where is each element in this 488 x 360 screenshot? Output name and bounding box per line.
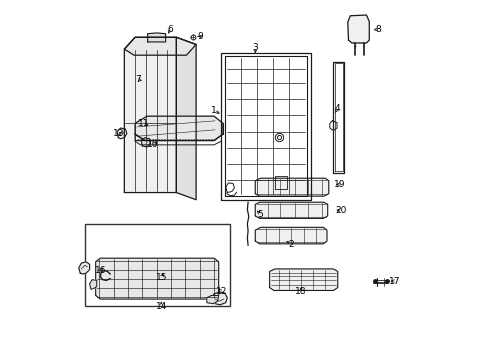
Polygon shape [212, 292, 227, 305]
Polygon shape [255, 202, 327, 219]
Polygon shape [176, 37, 196, 200]
Polygon shape [79, 262, 89, 274]
Text: 9: 9 [198, 32, 203, 41]
Polygon shape [89, 280, 97, 289]
Polygon shape [269, 269, 337, 291]
Text: 6: 6 [167, 25, 172, 34]
Text: 20: 20 [334, 206, 346, 215]
Polygon shape [255, 178, 328, 196]
Text: 8: 8 [374, 25, 380, 34]
Polygon shape [135, 116, 223, 140]
Text: 13: 13 [112, 129, 124, 138]
Polygon shape [147, 33, 165, 42]
Polygon shape [96, 258, 218, 299]
Text: 12: 12 [215, 287, 226, 296]
Text: 1: 1 [211, 105, 217, 114]
Text: 5: 5 [257, 210, 263, 219]
Polygon shape [255, 227, 326, 244]
Polygon shape [347, 15, 368, 43]
Text: 2: 2 [288, 240, 293, 249]
Text: 10: 10 [147, 140, 159, 149]
Polygon shape [141, 138, 150, 147]
Bar [85, 225, 230, 306]
Text: 7: 7 [135, 75, 140, 84]
Polygon shape [117, 128, 126, 139]
Text: 3: 3 [252, 43, 258, 52]
Polygon shape [206, 296, 218, 304]
Text: 16: 16 [94, 266, 106, 275]
Text: 4: 4 [334, 104, 340, 113]
Text: 19: 19 [333, 180, 345, 189]
Text: 17: 17 [388, 276, 399, 285]
Text: 11: 11 [137, 119, 149, 128]
Text: 15: 15 [155, 273, 167, 282]
Polygon shape [124, 37, 176, 193]
Polygon shape [124, 37, 196, 55]
Text: 14: 14 [155, 302, 166, 311]
Text: 18: 18 [295, 287, 306, 296]
